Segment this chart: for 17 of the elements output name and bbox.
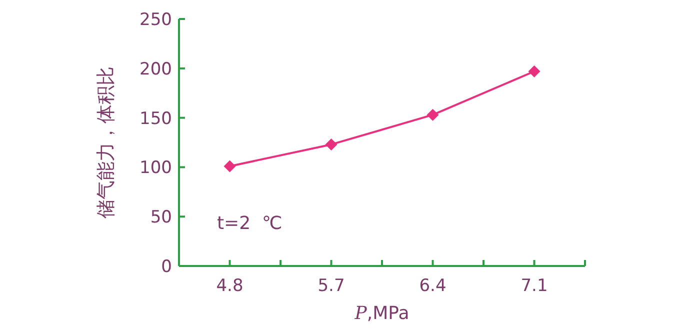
y-tick-label: 0 bbox=[161, 257, 172, 277]
y-tick-label: 250 bbox=[140, 10, 172, 30]
x-tick-label: 7.1 bbox=[520, 276, 548, 296]
y-tick-label: 100 bbox=[140, 158, 172, 178]
point bbox=[426, 108, 439, 121]
annotation: t=2 ℃ bbox=[217, 212, 282, 234]
point bbox=[325, 138, 338, 150]
x-tick-label: 5.7 bbox=[318, 276, 345, 296]
y-tick-label: 150 bbox=[140, 108, 172, 129]
y-tick-label: 200 bbox=[140, 59, 172, 80]
x-tick-label: 4.8 bbox=[216, 276, 244, 296]
point bbox=[224, 160, 236, 172]
x-axis-title: P,MPa bbox=[354, 303, 410, 324]
y-axis-title: 储气能力，体积比 bbox=[95, 66, 117, 218]
y-tick-label: 50 bbox=[150, 208, 172, 228]
x-tick-label: 6.4 bbox=[419, 276, 446, 296]
point bbox=[528, 65, 540, 78]
